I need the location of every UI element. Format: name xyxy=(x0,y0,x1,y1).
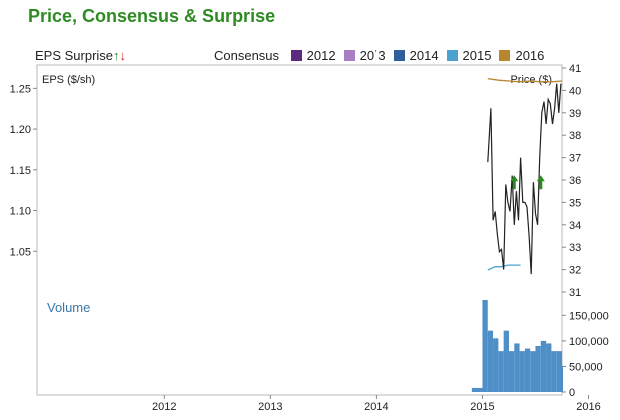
legend-swatch xyxy=(343,50,355,61)
volume-bar xyxy=(487,330,494,392)
price-tick-label: 32 xyxy=(569,265,581,277)
legend-label: 20˙3 xyxy=(359,48,386,63)
consensus-2016-line xyxy=(487,77,563,83)
legend-item-2: 2014 xyxy=(393,48,439,63)
x-tick-label: 2016 xyxy=(576,401,600,413)
volume-axis-label: Volume xyxy=(47,300,90,315)
eps-tick-label: 1.10 xyxy=(10,206,31,218)
surprise-up-marker xyxy=(510,175,519,190)
price-tick-label: 33 xyxy=(569,242,581,254)
eps-surprise-label: EPS Surprise xyxy=(35,48,114,63)
volume-bar xyxy=(519,351,525,392)
volume-bar xyxy=(562,366,563,392)
price-axis-label: Price ($) xyxy=(510,74,552,86)
price-tick-label: 40 xyxy=(569,85,581,97)
volume-tick-label: 50,000 xyxy=(569,361,603,373)
price-line xyxy=(487,83,562,275)
price-tick-label: 34 xyxy=(569,220,581,232)
volume-bar xyxy=(546,343,552,392)
x-tick-label: 2012 xyxy=(152,401,176,413)
consensus-legend: Consensus 2012 20˙3 2014 2015 2016 xyxy=(214,48,544,63)
volume-bar xyxy=(535,346,541,392)
arrow-down-icon: ↓ xyxy=(119,48,127,63)
legend-item-4: 2016 xyxy=(499,48,544,63)
consensus-label: Consensus xyxy=(214,48,280,63)
volume-bar xyxy=(503,330,509,392)
volume-tick-label: 100,000 xyxy=(569,336,609,348)
eps-tick-label: 1.20 xyxy=(10,124,31,136)
volume-bar xyxy=(524,348,531,392)
legend-item-3: 2015 xyxy=(446,48,492,63)
legend-label: 2016 xyxy=(515,48,545,63)
volume-bar xyxy=(508,351,515,392)
price-tick-label: 38 xyxy=(569,130,581,142)
volume-tick-label: 150,000 xyxy=(569,310,609,322)
legend-swatch xyxy=(290,50,302,61)
eps-axis-label: EPS ($/sh) xyxy=(42,74,95,86)
eps-tick-label: 1.15 xyxy=(10,165,31,177)
eps-surprise-legend: EPS Surprise↑↓ xyxy=(35,48,126,63)
arrow-up-icon: ↑ xyxy=(113,48,120,63)
eps-tick-label: 1.05 xyxy=(10,246,31,258)
x-tick-label: 2015 xyxy=(470,401,494,413)
legend-swatch xyxy=(499,50,511,61)
legend-swatch xyxy=(393,50,405,61)
price-tick-label: 41 xyxy=(569,63,581,75)
price-tick-label: 39 xyxy=(569,108,581,120)
consensus-2015-line xyxy=(487,264,521,271)
volume-bar xyxy=(482,300,488,392)
volume-bar xyxy=(493,338,499,392)
price-tick-label: 37 xyxy=(569,153,581,165)
legend-swatch xyxy=(446,50,458,61)
eps-tick-label: 1.25 xyxy=(10,83,31,95)
volume-bar xyxy=(540,340,547,392)
volume-bar xyxy=(556,351,562,392)
chart-title: Price, Consensus & Surprise xyxy=(28,6,276,26)
price-tick-label: 36 xyxy=(569,175,581,187)
surprise-up-marker xyxy=(536,175,545,190)
legend-item-0: 2012 xyxy=(290,48,336,63)
legend-label: 2015 xyxy=(462,48,492,63)
legend-item-1: 20˙3 xyxy=(343,48,386,63)
x-tick-label: 2013 xyxy=(258,401,282,413)
volume-bar xyxy=(471,387,483,392)
volume-bar xyxy=(551,351,557,392)
volume-tick-label: 0 xyxy=(569,387,575,399)
price-tick-label: 31 xyxy=(569,287,581,299)
volume-bar xyxy=(514,343,520,392)
volume-bar xyxy=(498,351,504,392)
volume-bar xyxy=(530,351,536,392)
price-tick-label: 35 xyxy=(569,197,581,209)
legend-label: 2012 xyxy=(306,48,336,63)
plot-frame xyxy=(36,64,563,396)
x-tick-label: 2014 xyxy=(364,401,388,413)
legend-label: 2014 xyxy=(409,48,439,63)
